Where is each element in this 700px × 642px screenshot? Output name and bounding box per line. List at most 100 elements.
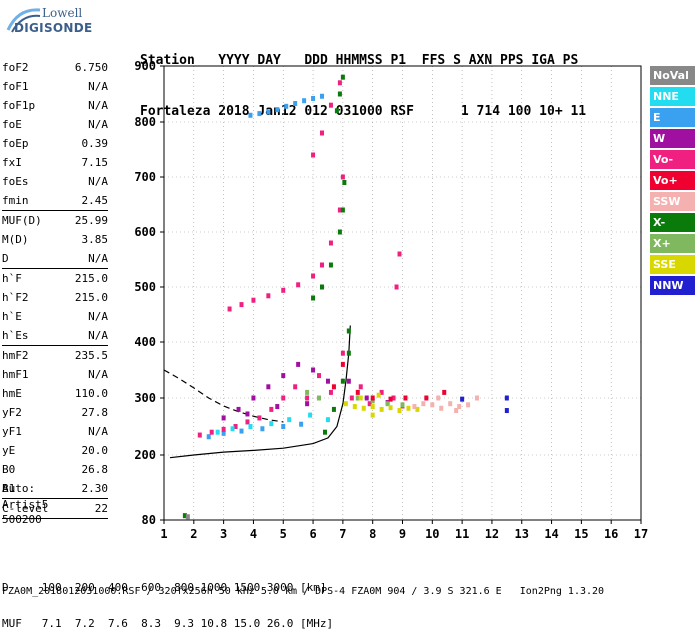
echo-point (442, 389, 447, 395)
echo-point (424, 395, 429, 401)
echo-point (337, 91, 342, 97)
y-tick-label: 600 (134, 225, 156, 239)
echo-point (266, 293, 271, 299)
echo-point (239, 428, 244, 434)
echo-point (185, 514, 190, 520)
echo-point (340, 361, 345, 367)
param-row: yF1 N/A (2, 422, 108, 441)
param-value: N/A (88, 118, 108, 131)
param-label: foEp (2, 137, 29, 150)
echo-point (293, 101, 298, 107)
y-tick-label: 500 (134, 280, 156, 294)
echo-point (340, 350, 345, 356)
param-label: h`F2 (2, 291, 29, 304)
param-value: 6.750 (74, 61, 108, 74)
echo-point (245, 419, 250, 425)
auto-label: Auto: (2, 482, 36, 495)
param-row: hmE 110.0 (2, 384, 108, 403)
param-value: N/A (88, 99, 108, 112)
x-tick-label: 1 (160, 527, 167, 541)
echo-point (328, 389, 333, 395)
legend-item: NNE (650, 87, 695, 106)
y-tick-label: 300 (134, 391, 156, 405)
echo-point (331, 406, 336, 412)
echo-point (361, 405, 366, 411)
x-tick-label: 14 (544, 527, 558, 541)
echo-point (296, 282, 301, 288)
distance-row: D 100 200 400 600 800 1000 1500 3000 [km… (2, 581, 327, 594)
echo-point (415, 406, 420, 412)
y-tick-label: 400 (134, 335, 156, 349)
param-label: B0 (2, 463, 16, 476)
param-row: B1 2.30 (2, 479, 108, 499)
echo-point (379, 406, 384, 412)
y-tick-label: 900 (134, 59, 156, 73)
param-value: 215.0 (74, 291, 108, 304)
x-tick-label: 11 (455, 527, 469, 541)
echo-point (287, 417, 292, 423)
echo-point (221, 430, 226, 436)
echo-point (346, 350, 351, 356)
param-row: C-level 22 (2, 499, 108, 519)
echo-point (325, 378, 330, 384)
echo-point (340, 74, 345, 80)
echo-point (346, 328, 351, 334)
echo-point (376, 392, 381, 398)
param-row: yE 20.0 (2, 441, 108, 460)
polarization-legend: NoVal NNE E W Vo- Vo+ SSW X- X+ SSE NNW (650, 66, 695, 297)
legend-item: NNW (650, 276, 695, 295)
param-row: B0 26.8 (2, 460, 108, 479)
echo-point (266, 109, 271, 115)
param-row: hmF1 N/A (2, 365, 108, 384)
echo-point (436, 395, 441, 401)
param-value: 22 (94, 502, 108, 515)
param-label: h`F (2, 272, 22, 285)
echo-point (370, 412, 375, 418)
echo-point (284, 103, 289, 109)
echo-point (251, 297, 256, 303)
echo-point (311, 95, 316, 101)
param-row: fxI 7.15 (2, 153, 108, 172)
echo-point (466, 402, 471, 408)
param-label: C-level (2, 502, 49, 515)
legend-item: SSW (650, 192, 695, 211)
x-tick-label: 2 (190, 527, 197, 541)
param-label: D (2, 252, 9, 265)
param-value: N/A (88, 310, 108, 323)
echo-point (221, 415, 226, 421)
echo-point (352, 404, 357, 410)
echo-point (239, 302, 244, 308)
echo-point (355, 395, 360, 401)
legend-item: Vo- (650, 150, 695, 169)
ionogram-plot: 1 2 3 4 5 6 7 8 9 10 11 12 13 14 15 16 17802003004005006… (134, 59, 648, 541)
param-value: 110.0 (74, 387, 108, 400)
echo-point (340, 378, 345, 384)
param-label: fmin (2, 194, 29, 207)
echo-point (248, 424, 253, 429)
echo-point (340, 207, 345, 213)
echo-point (328, 262, 333, 268)
echo-point (331, 384, 336, 390)
legend-item: NoVal (650, 66, 695, 85)
echo-point (281, 395, 286, 401)
echo-point (317, 395, 322, 401)
param-row: foF2 6.750 (2, 58, 108, 77)
echo-point (221, 426, 226, 432)
echo-point (364, 395, 369, 401)
echo-point (475, 395, 480, 401)
param-row: D N/A (2, 249, 108, 269)
echo-point (257, 111, 262, 117)
param-row: h`Es N/A (2, 326, 108, 346)
logo-lowell-text: Lowell (42, 6, 83, 20)
echo-point (342, 180, 347, 185)
legend-item: SSE (650, 255, 695, 274)
param-row: M(D) 3.85 (2, 230, 108, 249)
param-label: B1 (2, 482, 16, 495)
y-tick-label: 700 (134, 170, 156, 184)
echo-point (358, 395, 363, 401)
x-tick-label: 5 (280, 527, 287, 541)
echo-point (421, 401, 426, 407)
param-value: 20.0 (81, 444, 109, 457)
echo-point (448, 401, 453, 407)
echo-point (504, 395, 509, 401)
